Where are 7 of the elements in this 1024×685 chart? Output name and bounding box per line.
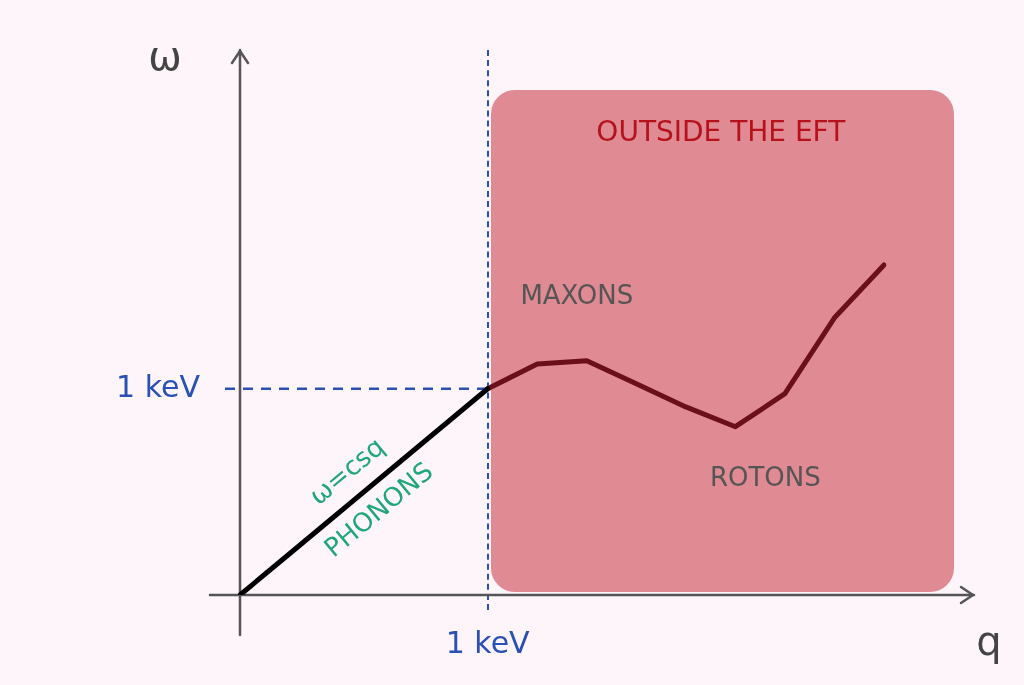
x-axis-title: q xyxy=(976,618,1002,665)
text: 1 keV xyxy=(445,624,531,660)
annotation: ROTONS xyxy=(709,462,821,493)
text: OUTSIDE THE EFT xyxy=(596,115,847,149)
ref-line-label: 1 keV xyxy=(116,368,201,404)
y-axis-title: ω xyxy=(148,33,182,80)
annotation: MAXONS xyxy=(520,280,634,311)
